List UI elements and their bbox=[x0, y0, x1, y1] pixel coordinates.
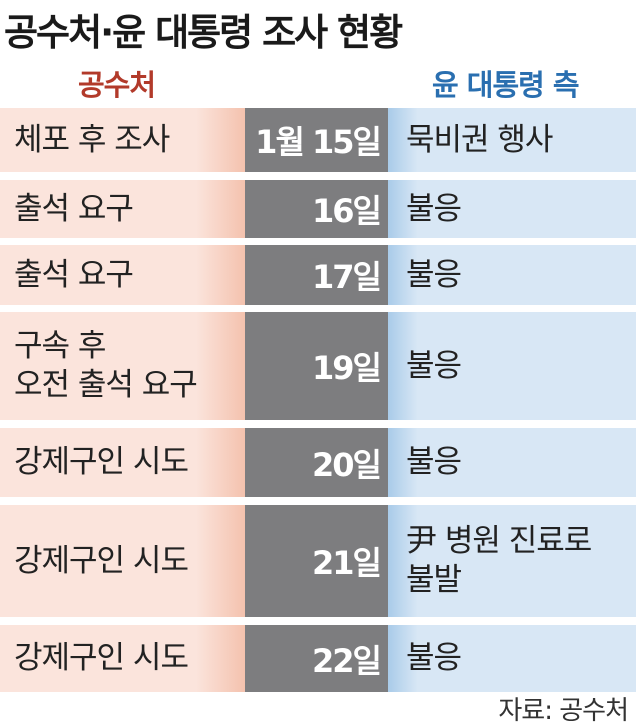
cio-action: 출석 요구 bbox=[0, 245, 245, 305]
cio-action: 출석 요구 bbox=[0, 180, 245, 238]
cio-action: 체포 후 조사 bbox=[0, 108, 245, 172]
cio-action: 강제구인 시도 bbox=[0, 505, 245, 617]
table-row: 강제구인 시도 22일 불응 bbox=[0, 625, 636, 692]
yoon-response: 불응 bbox=[388, 312, 636, 420]
header-cio: 공수처 bbox=[78, 68, 156, 102]
table-row: 구속 후 오전 출석 요구 19일 불응 bbox=[0, 312, 636, 420]
yoon-response: 불응 bbox=[388, 245, 636, 305]
table-row: 출석 요구 17일 불응 bbox=[0, 245, 636, 305]
date: 19일 bbox=[245, 312, 388, 420]
date: 1월 15일 bbox=[245, 108, 388, 172]
yoon-response: 불응 bbox=[388, 428, 636, 497]
table-row: 강제구인 시도 20일 불응 bbox=[0, 428, 636, 497]
cio-action: 강제구인 시도 bbox=[0, 625, 245, 692]
source-note: 자료: 공수처 bbox=[498, 696, 629, 726]
date: 17일 bbox=[245, 245, 388, 305]
date: 20일 bbox=[245, 428, 388, 497]
date: 22일 bbox=[245, 625, 388, 692]
cio-action: 구속 후 오전 출석 요구 bbox=[0, 312, 245, 420]
date: 16일 bbox=[245, 180, 388, 238]
yoon-response: 불응 bbox=[388, 180, 636, 238]
header-yoon: 윤 대통령 측 bbox=[432, 68, 580, 102]
date: 21일 bbox=[245, 505, 388, 617]
yoon-response: 尹 병원 진료로 불발 bbox=[388, 505, 636, 617]
table-row: 강제구인 시도 21일 尹 병원 진료로 불발 bbox=[0, 505, 636, 617]
table-row: 출석 요구 16일 불응 bbox=[0, 180, 636, 238]
page-title: 공수처·윤 대통령 조사 현황 bbox=[4, 11, 403, 54]
yoon-response: 불응 bbox=[388, 625, 636, 692]
table-row: 체포 후 조사 1월 15일 묵비권 행사 bbox=[0, 108, 636, 172]
yoon-response: 묵비권 행사 bbox=[388, 108, 636, 172]
cio-action: 강제구인 시도 bbox=[0, 428, 245, 497]
